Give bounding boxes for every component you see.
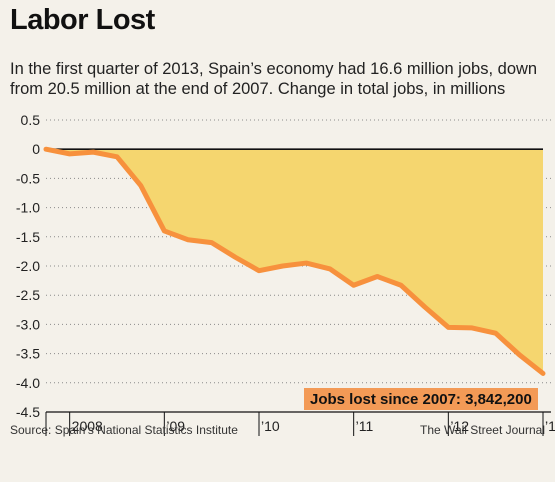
y-tick-label: -4.5 bbox=[16, 404, 40, 420]
data-point bbox=[493, 331, 498, 336]
x-tick-label: ’09 bbox=[166, 418, 185, 434]
data-point bbox=[446, 325, 451, 330]
y-tick-label: 0.5 bbox=[21, 112, 41, 128]
data-point bbox=[328, 266, 333, 271]
x-tick-label: ’13 bbox=[545, 418, 555, 434]
y-tick-label: -1.0 bbox=[16, 200, 40, 216]
data-point bbox=[209, 240, 214, 245]
y-tick-label: -4.0 bbox=[16, 375, 40, 391]
x-tick-label: ’10 bbox=[261, 418, 280, 434]
x-tick-label: ’12 bbox=[450, 418, 469, 434]
data-point bbox=[351, 283, 356, 288]
callout-label: Jobs lost since 2007: bbox=[310, 391, 461, 408]
data-point bbox=[186, 237, 191, 242]
data-point bbox=[162, 228, 167, 233]
data-point bbox=[91, 150, 96, 155]
data-point bbox=[138, 183, 143, 188]
y-tick-label: -1.5 bbox=[16, 229, 40, 245]
chart-title: Labor Lost bbox=[10, 4, 155, 36]
data-point bbox=[67, 151, 72, 156]
data-point bbox=[470, 325, 475, 330]
data-point bbox=[233, 255, 238, 260]
x-tick-label: 2008 bbox=[72, 418, 103, 434]
data-point bbox=[280, 264, 285, 269]
series-line bbox=[43, 146, 546, 376]
callout-value: 3,842,200 bbox=[465, 391, 532, 408]
y-tick-label: -2.0 bbox=[16, 258, 40, 274]
source-note: Source: Spain’s National Statistics Inst… bbox=[10, 423, 238, 437]
data-point bbox=[517, 352, 522, 357]
x-tick-label: ’11 bbox=[356, 418, 374, 434]
data-point bbox=[257, 268, 262, 273]
publisher-credit: The Wall Street Journal bbox=[420, 423, 545, 437]
y-tick-label: -3.0 bbox=[16, 316, 40, 332]
jobs-lost-callout: Jobs lost since 2007: 3,842,200 bbox=[304, 388, 538, 410]
area-fill bbox=[46, 149, 543, 374]
chart-subtitle: In the first quarter of 2013, Spain’s ec… bbox=[10, 60, 538, 98]
data-point bbox=[422, 304, 427, 309]
data-point bbox=[44, 147, 49, 152]
y-tick-label: -0.5 bbox=[16, 170, 40, 186]
data-point bbox=[541, 371, 546, 376]
y-tick-label: -3.5 bbox=[16, 346, 40, 362]
data-point bbox=[115, 154, 120, 159]
y-tick-label: 0 bbox=[32, 141, 40, 157]
y-tick-label: -2.5 bbox=[16, 287, 40, 303]
data-point bbox=[304, 261, 309, 266]
data-point bbox=[375, 274, 380, 279]
data-point bbox=[399, 283, 404, 288]
